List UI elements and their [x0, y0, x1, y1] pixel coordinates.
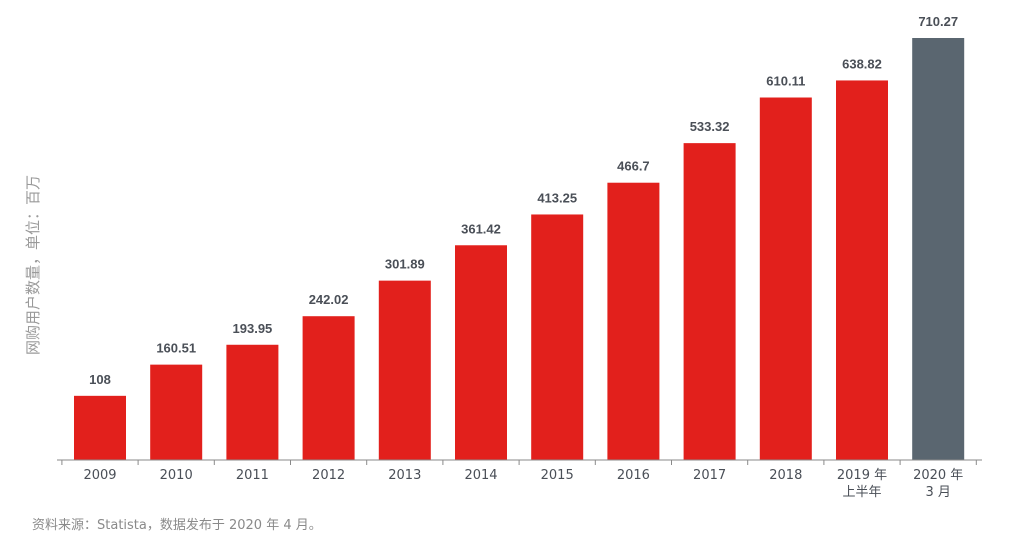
x-tick-label-8: 2017 [693, 468, 726, 483]
bar-6 [531, 214, 584, 460]
value-label-11: 710.27 [918, 14, 958, 29]
bar-8 [683, 143, 736, 460]
value-label-10: 638.82 [842, 56, 882, 71]
value-label-6: 413.25 [537, 190, 577, 205]
x-tick-label-5: 2014 [464, 468, 497, 483]
value-label-8: 533.32 [690, 119, 730, 134]
bar-1 [150, 364, 203, 460]
value-label-3: 242.02 [309, 292, 349, 307]
value-label-9: 610.11 [766, 74, 805, 89]
bar-5 [455, 245, 507, 460]
bar-4 [378, 280, 431, 460]
x-tick-label-7: 2016 [617, 468, 650, 483]
bar-0 [74, 395, 126, 460]
bar-7 [607, 182, 660, 461]
x-tick-label-9: 2018 [769, 468, 802, 483]
value-label-7: 466.7 [617, 159, 650, 174]
value-label-4: 301.89 [385, 257, 425, 272]
bar-10 [836, 80, 888, 460]
x-tick-label-0: 2009 [83, 468, 116, 483]
bars-group [74, 38, 965, 461]
bar-3 [302, 316, 355, 460]
x-tick-label-6: 2015 [541, 468, 574, 483]
x-tick-label-4: 2013 [388, 468, 421, 483]
x-tick-label-10: 2019 年上半年 [837, 468, 887, 500]
x-tick-label-3: 2012 [312, 468, 345, 483]
y-axis-label: 网购用户数量，单位：百万 [24, 174, 42, 355]
x-tick-label-2: 2011 [236, 468, 269, 483]
x-ticks-group [61, 460, 977, 465]
x-tick-label-1: 2010 [160, 468, 193, 483]
value-label-0: 108 [89, 372, 111, 387]
bar-9 [759, 97, 812, 460]
value-label-2: 193.95 [233, 321, 273, 336]
bar-11 [912, 38, 965, 460]
bar-2 [226, 344, 279, 460]
value-label-5: 361.42 [461, 221, 501, 236]
source-note: 资料来源：Statista，数据发布于 2020 年 4 月。 [32, 518, 322, 533]
value-labels-group: 108 160.51 193.95 242.02 301.89 361.42 413.25 4… [89, 14, 958, 387]
value-label-1: 160.51 [156, 341, 196, 356]
x-tick-labels-group: 2009 2010 2011 2012 2013 2014 2015 2016 2017 2018… [83, 468, 963, 500]
